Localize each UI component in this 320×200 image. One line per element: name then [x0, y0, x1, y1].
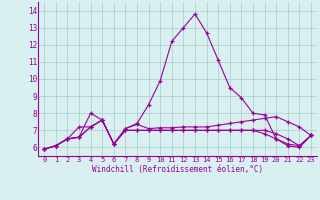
X-axis label: Windchill (Refroidissement éolien,°C): Windchill (Refroidissement éolien,°C)	[92, 165, 263, 174]
